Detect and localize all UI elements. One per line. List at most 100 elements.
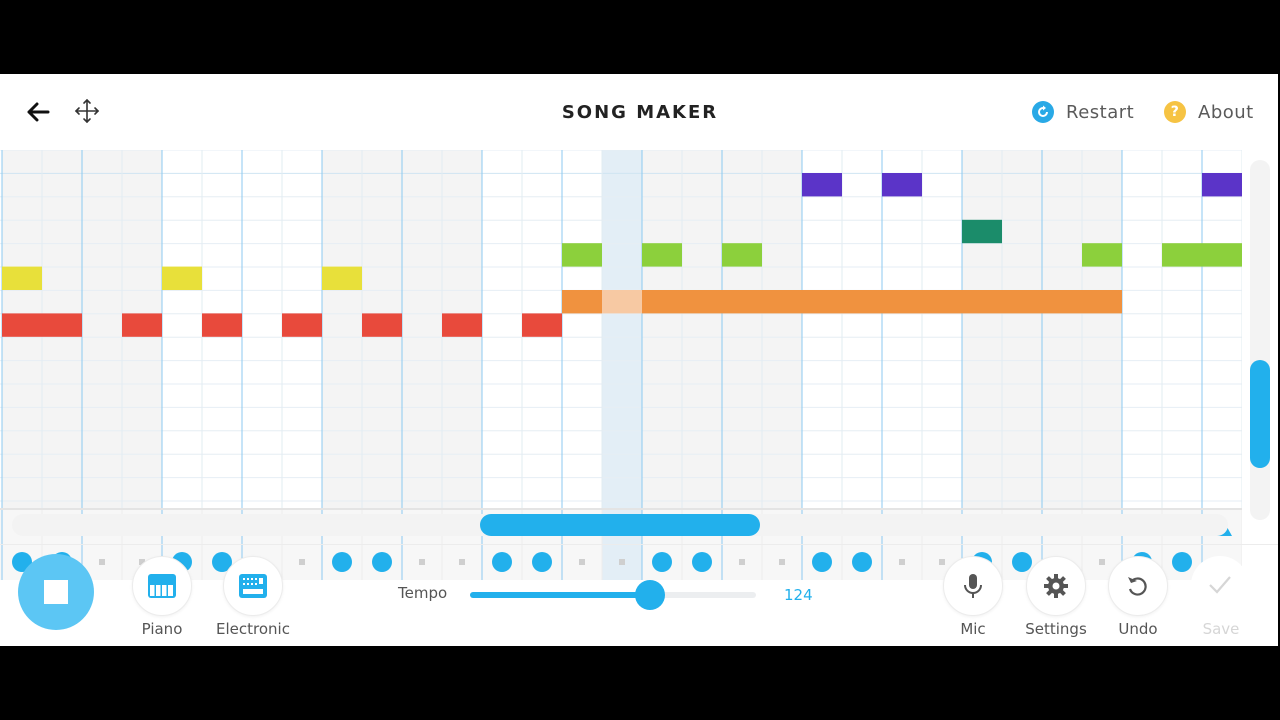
bar-shade [1082,150,1122,508]
tempo-slider-fill [470,592,651,598]
circle-beat [212,552,232,572]
empty-beat-dot [619,559,625,565]
tempo-label: Tempo [398,584,448,602]
note-block [522,313,562,337]
empty-beat-dot [899,559,905,565]
piano-instrument-button[interactable]: Piano [122,556,202,646]
circle-beat [692,552,712,572]
piano-icon [132,556,192,616]
microphone-icon [943,556,1003,616]
save-button[interactable]: Save [1181,556,1261,646]
bar-shade [1002,150,1042,508]
divider [0,544,1280,545]
note-block [1202,173,1242,197]
restart-label: Restart [1066,101,1135,123]
bar-shade [322,150,362,508]
vertical-scrollbar[interactable] [1246,150,1274,530]
bar-light [1202,150,1242,508]
restart-button[interactable]: Restart [1032,98,1134,126]
note-block [362,313,402,337]
mic-button[interactable]: Mic [933,556,1013,646]
gear-icon [1026,556,1086,616]
tempo-slider[interactable] [470,580,756,610]
circle-beat [812,552,832,572]
note-block [602,290,642,314]
move-arrows-icon[interactable] [72,96,102,126]
bar-light [882,150,922,508]
bar-shade [642,150,682,508]
stop-button[interactable] [18,554,94,630]
electronic-label: Electronic [216,620,290,638]
back-arrow-icon[interactable] [24,98,52,126]
bar-light [242,150,282,508]
electronic-instrument-button[interactable]: Electronic [213,556,293,646]
note-block [562,243,602,267]
note-block [2,266,42,290]
note-block [442,313,482,337]
mic-label: Mic [960,620,986,638]
bar-light [562,150,602,508]
about-button[interactable]: ? About [1164,98,1254,126]
note-block [2,313,42,337]
empty-beat-dot [419,559,425,565]
horizontal-scrollbar[interactable] [12,514,1228,536]
bar-shade [762,150,802,508]
circle-beat [652,552,672,572]
tempo-slider-knob[interactable] [635,580,666,610]
question-icon: ? [1164,101,1186,123]
bar-light [922,150,962,508]
empty-beat-dot [99,559,105,565]
page-title: SONG MAKER [561,102,719,123]
stop-icon [44,580,68,604]
note-block [1162,243,1242,267]
note-block [122,313,162,337]
bar-shade [962,150,1002,508]
tempo-value: 124 [784,586,813,604]
about-label: About [1198,101,1254,123]
note-block [202,313,242,337]
melody-grid-canvas[interactable] [0,150,1242,508]
circle-beat [1172,552,1192,572]
header: SONG MAKER Restart ? About [0,74,1280,150]
save-label: Save [1202,620,1240,638]
drum-machine-icon [223,556,283,616]
circle-beat [852,552,872,572]
bar-light [162,150,202,508]
bar-shade [682,150,722,508]
empty-beat-dot [299,559,305,565]
bar-light [802,150,842,508]
settings-button[interactable]: Settings [1016,556,1096,646]
circle-beat [492,552,512,572]
note-block [1082,243,1122,267]
empty-beat-dot [739,559,745,565]
note-block [322,266,362,290]
note-block [42,313,82,337]
bar-shade [82,150,122,508]
bar-shade [402,150,442,508]
circle-beat [372,552,392,572]
bar-light [842,150,882,508]
undo-button[interactable]: Undo [1098,556,1178,646]
melody-grid[interactable] [0,150,1242,508]
vertical-scroll-thumb[interactable] [1250,360,1270,468]
note-block [642,243,682,267]
bar-light [1122,150,1162,508]
window-edge [1278,74,1280,646]
piano-label: Piano [141,620,183,638]
undo-label: Undo [1118,620,1158,638]
settings-label: Settings [1025,620,1087,638]
bar-shade [722,150,762,508]
empty-beat-dot [939,559,945,565]
circle-beat [1012,552,1032,572]
note-block [962,219,1002,244]
empty-beat-dot [779,559,785,565]
horizontal-scroll-thumb[interactable] [480,514,760,536]
note-block [882,173,922,197]
checkmark-icon [1191,556,1249,614]
note-block [722,243,762,267]
note-block [162,266,202,290]
empty-beat-dot [579,559,585,565]
bar-light [1162,150,1202,508]
restart-icon [1032,101,1054,123]
undo-icon [1108,556,1168,616]
